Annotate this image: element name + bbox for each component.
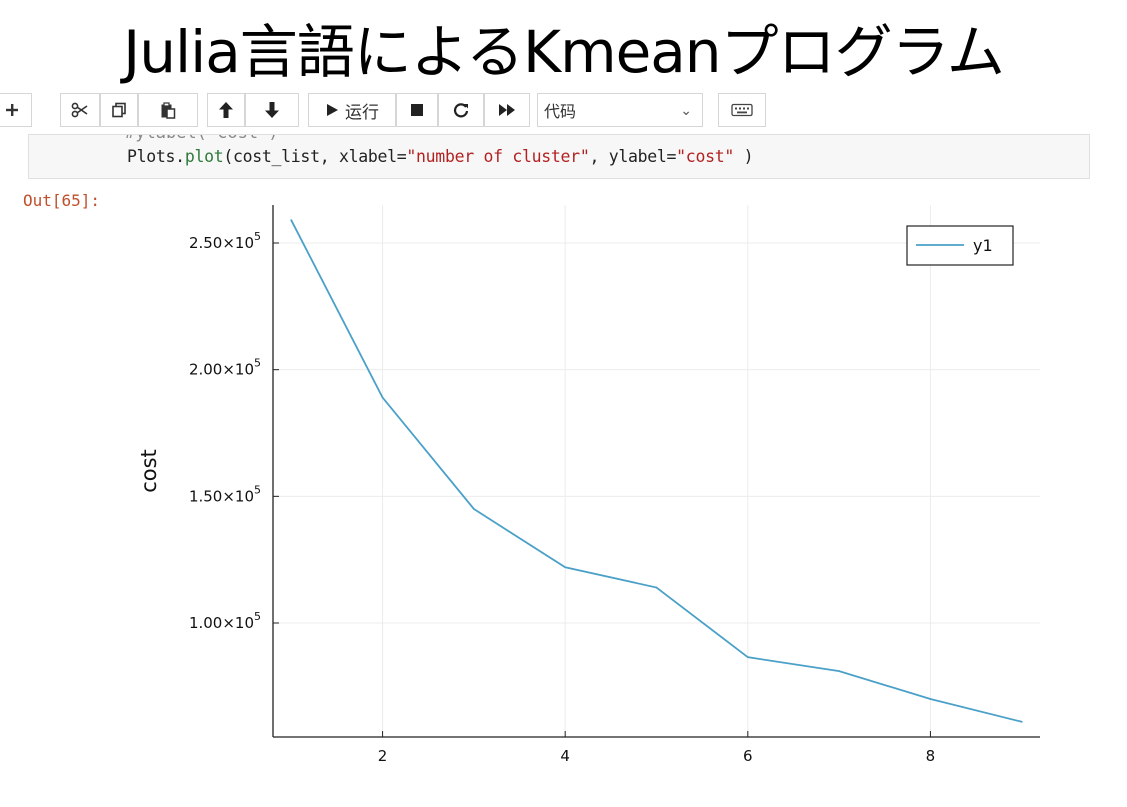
output-prompt: Out[65]: [23, 191, 101, 210]
y-tick-base: 2.00×10 [189, 361, 254, 379]
data-point [746, 656, 749, 659]
restart-kernel-button[interactable] [438, 93, 484, 127]
run-button-label: 运行 [345, 102, 379, 123]
data-point [564, 566, 567, 569]
interrupt-kernel-button[interactable] [396, 93, 438, 127]
y-tick-exponent: 5 [254, 483, 261, 496]
stop-icon [411, 104, 423, 116]
y-tick-label: 2.00×105 [189, 357, 261, 379]
code-line: Plots.plot(cost_list, xlabel="number of … [127, 147, 754, 166]
series-line-y1 [290, 219, 1022, 723]
code-string-2: "cost" [676, 147, 734, 166]
play-icon [327, 104, 338, 116]
copy-icon [112, 102, 126, 118]
x-tick-label: 6 [743, 747, 753, 765]
data-point [655, 586, 658, 589]
copy-cells-button[interactable] [100, 93, 138, 127]
y-tick-label: 2.50×105 [189, 230, 261, 252]
keyboard-icon [731, 103, 753, 117]
code-cell-input[interactable]: #ylabel("cost") Plots.plot(cost_list, xl… [28, 134, 1090, 179]
fast-forward-icon [499, 104, 515, 116]
paste-icon [161, 101, 176, 119]
y-tick-base: 1.50×10 [189, 487, 254, 505]
series [290, 219, 1023, 723]
code-args-a: (cost_list, xlabel= [223, 147, 407, 166]
move-cells-down-button[interactable] [245, 93, 299, 127]
y-tick-exponent: 5 [254, 230, 261, 243]
code-prev-line: #ylabel("cost") [125, 135, 279, 143]
insert-cell-below-button[interactable] [0, 93, 32, 127]
x-tick-label: 4 [560, 747, 570, 765]
legend: y1 [906, 225, 1014, 266]
cell-type-select[interactable]: 代码 ⌄ [537, 93, 703, 127]
data-point [472, 508, 475, 510]
slide-title: Julia言語によるKmeanプログラム [123, 18, 1005, 86]
restart-run-all-button[interactable] [484, 93, 530, 127]
move-cells-up-button[interactable] [207, 93, 245, 127]
code-args-b: , ylabel= [589, 147, 677, 166]
data-point [290, 219, 293, 222]
y-tick-label: 1.00×105 [189, 610, 261, 632]
y-tick-label: 1.50×105 [189, 483, 261, 505]
grid [273, 205, 1040, 737]
arrow-up-icon [219, 102, 233, 118]
code-string-1: "number of cluster" [406, 147, 590, 166]
legend-label-y1: y1 [973, 236, 993, 255]
data-point [1020, 720, 1023, 723]
keyboard-shortcuts-button[interactable] [718, 93, 766, 127]
arrow-down-icon [265, 102, 279, 118]
x-tick-label: 2 [378, 747, 388, 765]
code-suffix: ) [733, 147, 754, 166]
plus-icon [6, 104, 18, 116]
cut-cells-button[interactable] [60, 93, 100, 127]
chevron-down-icon: ⌄ [680, 103, 692, 119]
data-point [381, 396, 384, 399]
run-button[interactable]: 运行 [308, 93, 396, 127]
data-point [929, 698, 932, 700]
y-tick-base: 2.50×10 [189, 234, 254, 252]
y-tick-exponent: 5 [254, 610, 261, 623]
paste-cells-button[interactable] [138, 93, 198, 127]
scissors-icon [71, 102, 88, 118]
refresh-icon [453, 103, 469, 118]
cell-type-selected: 代码 [544, 102, 577, 121]
notebook-toolbar: 运行 代码 ⌄ [0, 93, 1127, 127]
y-tick-base: 1.00×10 [189, 614, 254, 632]
x-tick-label: 8 [926, 747, 936, 765]
y-axis-label: cost [137, 449, 161, 493]
data-point [838, 670, 841, 673]
axes [272, 205, 1040, 738]
y-tick-exponent: 5 [254, 357, 261, 370]
code-prefix: Plots. [127, 147, 185, 166]
code-func: plot [184, 147, 224, 166]
